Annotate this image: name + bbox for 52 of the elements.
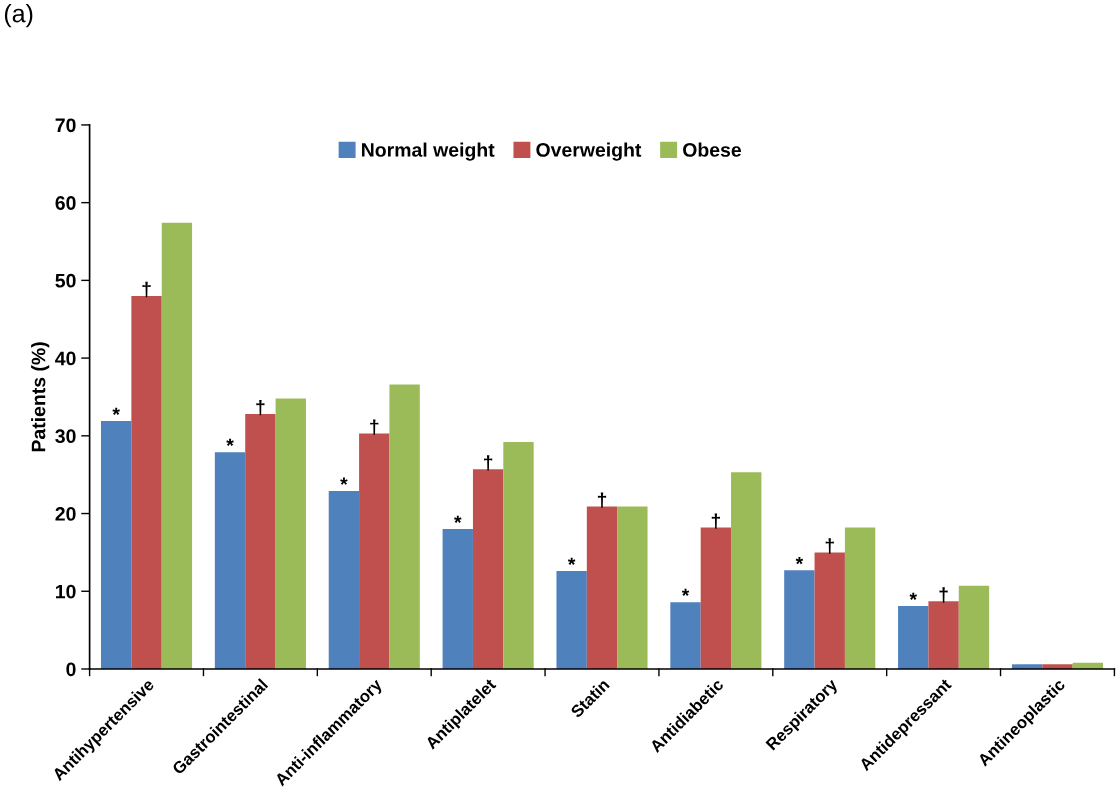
annotation: † — [711, 513, 720, 529]
y-tick-label: 40 — [55, 351, 76, 366]
annotation: † — [939, 587, 948, 603]
legend-label: Normal weight — [362, 142, 495, 161]
bar — [617, 506, 648, 669]
y-tick-label: 20 — [55, 507, 76, 521]
legend-label: Obese — [683, 142, 742, 157]
y-tick-label: 30 — [55, 429, 76, 444]
annotation: † — [825, 538, 834, 554]
annotation: * — [454, 515, 462, 523]
y-tick-label: 70 — [55, 118, 76, 133]
bar — [898, 606, 929, 669]
y-tick-label: 50 — [55, 273, 76, 288]
bar — [389, 384, 420, 669]
annotation: * — [681, 588, 690, 596]
bar — [814, 552, 845, 669]
annotation: * — [909, 592, 917, 600]
annotation: † — [484, 455, 493, 471]
annotation: † — [597, 492, 607, 508]
annotation: * — [567, 557, 576, 565]
y-axis-title: Patients (%) — [31, 342, 50, 452]
bar — [844, 527, 876, 669]
annotation: † — [370, 419, 379, 435]
bar — [784, 570, 815, 669]
bar — [670, 602, 701, 669]
annotation: † — [256, 399, 265, 416]
annotation: * — [226, 438, 234, 446]
bar — [586, 506, 618, 669]
y-tick-label: 60 — [55, 196, 76, 210]
legend-label: Overweight — [536, 142, 642, 161]
bar — [214, 452, 246, 669]
bar — [275, 398, 306, 669]
annotation: * — [112, 407, 120, 415]
annotation: * — [795, 556, 804, 565]
bar — [161, 222, 193, 669]
y-tick-label: 10 — [56, 584, 76, 599]
bar — [245, 414, 276, 669]
bar — [928, 601, 959, 669]
bar — [700, 527, 732, 669]
bar — [556, 571, 587, 669]
bar — [731, 472, 762, 669]
bar — [359, 433, 390, 669]
y-tick-label: 0 — [66, 662, 76, 677]
bar — [472, 469, 504, 669]
bar — [958, 585, 990, 669]
annotation: * — [340, 477, 348, 485]
bar — [442, 529, 473, 669]
annotation: † — [142, 281, 151, 298]
bar — [328, 491, 360, 669]
bar — [503, 442, 534, 669]
bar — [100, 421, 132, 669]
chart-title: (a) — [4, 4, 33, 28]
